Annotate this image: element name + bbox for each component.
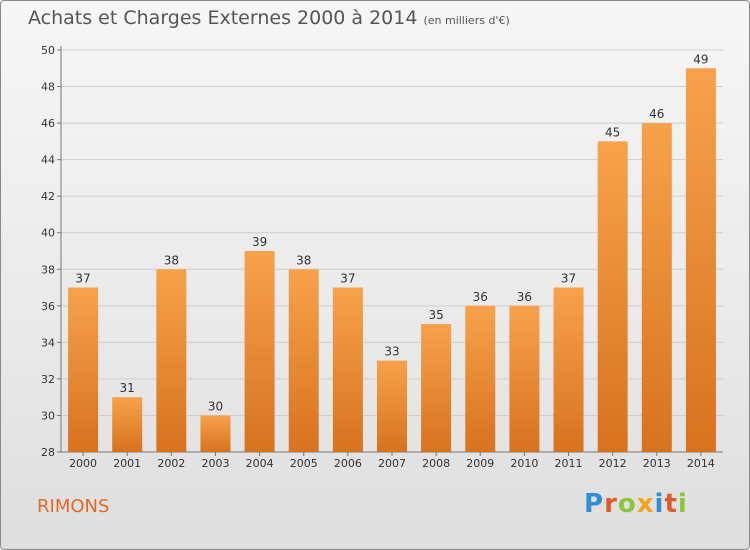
bar-2007 <box>377 360 407 452</box>
logo-letter: o <box>617 489 637 519</box>
x-tick-label-2011: 2011 <box>555 457 583 470</box>
logo-letter: i <box>654 489 665 519</box>
bar-2000 <box>68 287 99 452</box>
data-label-2009: 36 <box>473 290 488 304</box>
x-tick-label-2010: 2010 <box>510 457 538 470</box>
x-tick-label-2002: 2002 <box>157 457 185 470</box>
proxiti-logo: Proxiti <box>584 489 688 519</box>
bar-2003 <box>200 415 231 452</box>
bar-2014 <box>685 68 716 452</box>
y-tick-label: 50 <box>41 44 55 57</box>
bar-2005 <box>288 269 319 452</box>
chart-title-main: Achats et Charges Externes 2000 à 2014 <box>28 7 418 29</box>
x-tick-label-2005: 2005 <box>290 457 318 470</box>
y-tick-label: 44 <box>41 154 55 167</box>
x-tick-label-2008: 2008 <box>422 457 450 470</box>
data-label-2004: 39 <box>252 235 267 249</box>
bar-2004 <box>244 251 275 452</box>
data-label-2000: 37 <box>75 272 90 286</box>
place-name: RIMONS <box>37 496 110 517</box>
y-tick-label: 46 <box>41 117 55 130</box>
bar-2002 <box>156 269 187 452</box>
chart-title: Achats et Charges Externes 2000 à 2014 (e… <box>28 7 510 29</box>
data-label-2003: 30 <box>208 399 223 413</box>
bar-2012 <box>597 141 628 452</box>
data-label-2012: 45 <box>605 125 620 139</box>
x-tick-label-2014: 2014 <box>687 457 715 470</box>
data-label-2010: 36 <box>517 290 532 304</box>
bar-2008 <box>421 324 452 452</box>
logo-letter: P <box>584 489 605 519</box>
y-tick-label: 42 <box>41 190 55 203</box>
bar-2010 <box>509 305 540 452</box>
y-tick-label: 38 <box>41 263 55 276</box>
x-tick-label-2000: 2000 <box>69 457 97 470</box>
logo-letter: i <box>677 489 688 519</box>
bar-2001 <box>112 397 143 452</box>
data-label-2008: 35 <box>428 308 443 322</box>
x-tick-label-2007: 2007 <box>378 457 406 470</box>
y-tick-label: 28 <box>41 446 55 459</box>
x-tick-label-2003: 2003 <box>201 457 229 470</box>
tick-labels: 28 30 32 34 36 38 40 42 44 46 48 50 2000 2001 2002 2003… <box>41 44 715 470</box>
x-tick-label-2004: 2004 <box>246 457 274 470</box>
x-tick-label-2006: 2006 <box>334 457 362 470</box>
bar-2006 <box>332 287 363 452</box>
data-label-2011: 37 <box>561 272 576 286</box>
x-tick-label-2001: 2001 <box>113 457 141 470</box>
y-tick-label: 40 <box>41 227 55 240</box>
y-tick-label: 48 <box>41 81 55 94</box>
bar-2009 <box>465 305 496 452</box>
x-tick-label-2009: 2009 <box>466 457 494 470</box>
y-tick-label: 36 <box>41 300 55 313</box>
data-label-2007: 33 <box>384 345 399 359</box>
y-tick-label: 30 <box>41 409 55 422</box>
data-label-2001: 31 <box>120 381 135 395</box>
y-tick-label: 32 <box>41 373 55 386</box>
y-tick-label: 34 <box>41 336 55 349</box>
data-label-2005: 38 <box>296 253 311 267</box>
bar-2011 <box>553 287 584 452</box>
x-tick-label-2013: 2013 <box>643 457 671 470</box>
chart-title-unit: (en milliers d'€) <box>423 14 510 27</box>
data-label-2002: 38 <box>164 253 179 267</box>
logo-letter: t <box>664 489 678 519</box>
data-label-2013: 46 <box>649 107 664 121</box>
data-label-2006: 37 <box>340 272 355 286</box>
data-label-2014: 49 <box>693 52 708 66</box>
logo-letter: r <box>604 489 618 519</box>
x-tick-label-2012: 2012 <box>599 457 627 470</box>
logo-letter: x <box>636 489 655 519</box>
data-labels: 37 31 38 30 39 38 37 33 35 36 36 37 45 46 49 <box>75 52 708 413</box>
bars <box>68 68 716 452</box>
bar-2013 <box>641 123 672 452</box>
